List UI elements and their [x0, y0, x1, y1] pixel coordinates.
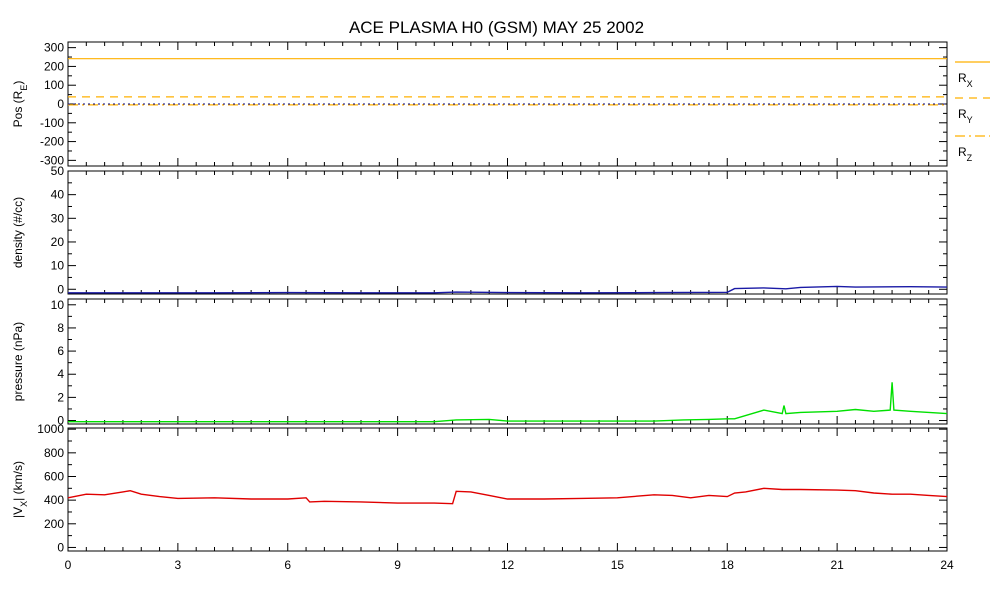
x-tick-label: 18 — [721, 558, 735, 572]
y-tick-label-vx: 200 — [44, 517, 64, 531]
y-tick-label-density: 40 — [51, 188, 65, 202]
x-tick-label: 9 — [394, 558, 401, 572]
x-tick-label: 3 — [175, 558, 182, 572]
panel-frame-pressure — [67, 298, 948, 425]
y-tick-label-pos: 300 — [44, 41, 64, 55]
y-axis-label-density: density (#/cc) — [11, 197, 25, 268]
x-tick-label: 0 — [65, 558, 72, 572]
legend-label-ry: RY — [958, 107, 973, 125]
panel-frame-density — [67, 170, 948, 295]
series-line-vx — [67, 487, 948, 505]
y-tick-label-density: 0 — [57, 282, 64, 296]
y-tick-label-vx: 400 — [44, 493, 64, 507]
y-tick-label-vx: 600 — [44, 469, 64, 483]
y-axis-label-vx: |VX| (km/s) — [11, 461, 29, 518]
y-tick-label-pressure: 10 — [51, 298, 65, 312]
y-tick-label-pressure: 4 — [57, 367, 64, 381]
y-tick-label-density: 10 — [51, 259, 65, 273]
y-tick-label-pos: -200 — [40, 135, 64, 149]
y-tick-label-pressure: 6 — [57, 344, 64, 358]
x-tick-label: 12 — [501, 558, 515, 572]
legend-label-rz: RZ — [958, 145, 973, 163]
y-tick-label-vx: 1000 — [37, 422, 64, 436]
x-tick-label: 15 — [611, 558, 625, 572]
x-tick-label: 21 — [830, 558, 844, 572]
legend-label-rx: RX — [958, 71, 973, 89]
series-line-density — [68, 285, 948, 294]
y-tick-label-density: 50 — [51, 164, 65, 178]
y-tick-label-pos: 200 — [44, 59, 64, 73]
y-axis-label-pressure: pressure (nPa) — [11, 322, 25, 401]
y-tick-label-pressure: 0 — [57, 414, 64, 428]
y-tick-label-vx: 0 — [57, 540, 64, 554]
y-tick-label-pressure: 8 — [57, 321, 64, 335]
y-tick-label-pos: 0 — [57, 97, 64, 111]
y-tick-label-pos: 100 — [44, 78, 64, 92]
chart-title: ACE PLASMA H0 (GSM) MAY 25 2002 — [348, 18, 645, 37]
x-tick-label: 24 — [940, 558, 954, 572]
y-axis-label-pos: Pos (RE) — [11, 81, 29, 128]
y-tick-label-vx: 800 — [44, 446, 64, 460]
y-tick-label-pressure: 2 — [57, 390, 64, 404]
x-tick-label: 6 — [284, 558, 291, 572]
series-line-pressure — [68, 382, 948, 423]
y-tick-label-density: 20 — [51, 235, 65, 249]
y-tick-label-pos: -300 — [40, 153, 64, 167]
y-tick-label-density: 30 — [51, 211, 65, 225]
y-tick-label-pos: -100 — [40, 116, 64, 130]
